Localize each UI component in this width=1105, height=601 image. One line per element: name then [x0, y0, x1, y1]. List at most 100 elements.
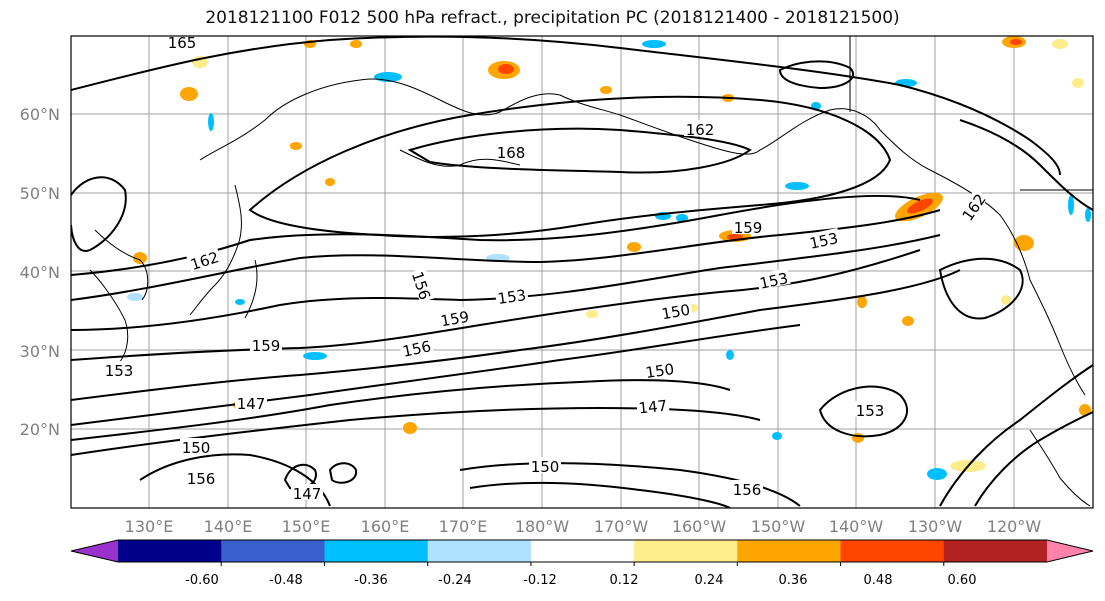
contour-label: 150	[658, 299, 693, 323]
contour-label-background	[186, 246, 222, 272]
contour-label-text: 150	[182, 439, 211, 457]
lon-label: 130°W	[908, 517, 963, 536]
contour-label-background	[635, 395, 670, 415]
lat-label: 50°N	[20, 184, 60, 203]
colorbar-tick-label: -0.60	[185, 573, 219, 588]
contour-label-text: 147	[237, 395, 266, 413]
lon-label: 130°E	[125, 517, 174, 536]
colorbar-tick-label: -0.24	[438, 573, 472, 588]
contour-labels: 1651681621621591591591561561531531531531…	[103, 33, 990, 503]
contour-label: 156	[731, 480, 763, 499]
colorbar-segment	[530, 540, 635, 562]
contour-label-background	[235, 394, 267, 410]
contour-label-background	[291, 484, 323, 500]
coastlines	[89, 36, 1093, 507]
contour-label-background	[806, 227, 841, 251]
contour-label: 159	[437, 306, 472, 330]
contour-label-text: 153	[496, 286, 527, 308]
colorbar-tick-label: 0.12	[610, 573, 639, 588]
lat-label: 20°N	[20, 420, 60, 439]
contour-label-background	[250, 336, 282, 352]
colorbar-tick-label: 0.60	[948, 573, 977, 588]
contour-label-text: 156	[733, 481, 762, 499]
colorbar-outline	[70, 539, 1094, 563]
map-frame	[70, 35, 1094, 509]
contour-label-background	[180, 438, 212, 454]
contour-label-text: 147	[293, 485, 322, 503]
contour-label-text: 156	[401, 337, 433, 361]
contour-label-text: 168	[497, 144, 526, 162]
colorbar	[70, 539, 1094, 566]
lon-label: 180°W	[515, 517, 570, 536]
contour-label-background	[756, 267, 791, 291]
colorbar-segment	[118, 540, 222, 562]
contour-label-background	[642, 358, 677, 380]
colorbar-tick-label: 0.24	[695, 573, 724, 588]
contour-label-background	[494, 284, 529, 306]
contour-label: 150	[642, 358, 677, 382]
contour-label-background	[956, 188, 989, 224]
contour-label: 159	[250, 336, 282, 355]
contour-label: 165	[166, 33, 198, 52]
colorbar-segment	[737, 540, 842, 562]
contour-label: 147	[635, 395, 670, 418]
contour-label-background	[732, 218, 764, 234]
lat-label: 40°N	[20, 263, 60, 282]
latitude-labels: 60°N 50°N 40°N 30°N 20°N	[20, 105, 60, 439]
colorbar-tick-label: -0.12	[523, 573, 557, 588]
contour-label-background	[658, 299, 693, 321]
lon-label: 120°W	[987, 517, 1042, 536]
contour-label-text: 150	[644, 360, 675, 382]
contour-label-background	[731, 480, 763, 496]
contour-label-background	[103, 361, 135, 377]
contour-label: 153	[494, 284, 529, 308]
contour-label-background	[684, 120, 716, 136]
colorbar-tick-label: 0.48	[864, 573, 893, 588]
contour-label-background	[495, 143, 527, 159]
contour-label-text: 150	[660, 301, 691, 324]
colorbar-segment	[634, 540, 738, 562]
contour-label: 153	[756, 267, 791, 293]
contour-label-background	[529, 457, 561, 473]
contour-label-text: 159	[734, 219, 763, 237]
contour-label: 150	[180, 438, 212, 457]
lon-label: 140°W	[829, 517, 884, 536]
colorbar-tick-label: 0.36	[779, 573, 808, 588]
contour-label-background	[166, 33, 198, 49]
colorbar-tick-labels: -0.60 -0.48 -0.36 -0.24 -0.12 0.12 0.24 …	[185, 573, 976, 588]
contour-label-text: 153	[808, 229, 840, 253]
colorbar-segment	[221, 540, 325, 562]
contour-label-text: 159	[252, 337, 281, 355]
contour-label-text: 147	[638, 397, 668, 418]
lon-label: 160°W	[672, 517, 727, 536]
colorbar-extension-high	[1047, 540, 1093, 562]
contour-label: 150	[529, 457, 561, 476]
colorbar-segment	[427, 540, 532, 562]
contour-label-text: 153	[758, 269, 790, 293]
contour-label-text: 156	[187, 470, 216, 488]
lat-label: 30°N	[20, 342, 60, 361]
contour-label-text: 162	[686, 121, 715, 139]
contour-label-background	[410, 267, 436, 303]
contour-label: 168	[495, 143, 527, 162]
contour-label: 147	[235, 394, 267, 413]
contour-label-text: 153	[856, 402, 885, 420]
contour-label-background	[854, 401, 886, 417]
contour-label: 153	[854, 401, 886, 420]
colorbar-extension-low	[71, 540, 118, 562]
contour-label-text: 165	[168, 34, 197, 52]
contour-label: 156	[399, 335, 434, 361]
contour-label: 162	[684, 120, 716, 139]
colorbar-segment	[840, 540, 945, 562]
contour-label-text: 153	[105, 362, 134, 380]
contour-label: 153	[806, 227, 841, 253]
chart-title: 2018121100 F012 500 hPa refract., precip…	[205, 8, 900, 28]
contour-label-text: 159	[439, 308, 470, 331]
lon-label: 170°W	[594, 517, 649, 536]
colorbar-tick-label: -0.36	[354, 573, 388, 588]
lon-label: 150°W	[751, 517, 806, 536]
lat-label: 60°N	[20, 105, 60, 124]
colorbar-segment	[943, 540, 1048, 562]
contour-label: 156	[185, 469, 217, 488]
